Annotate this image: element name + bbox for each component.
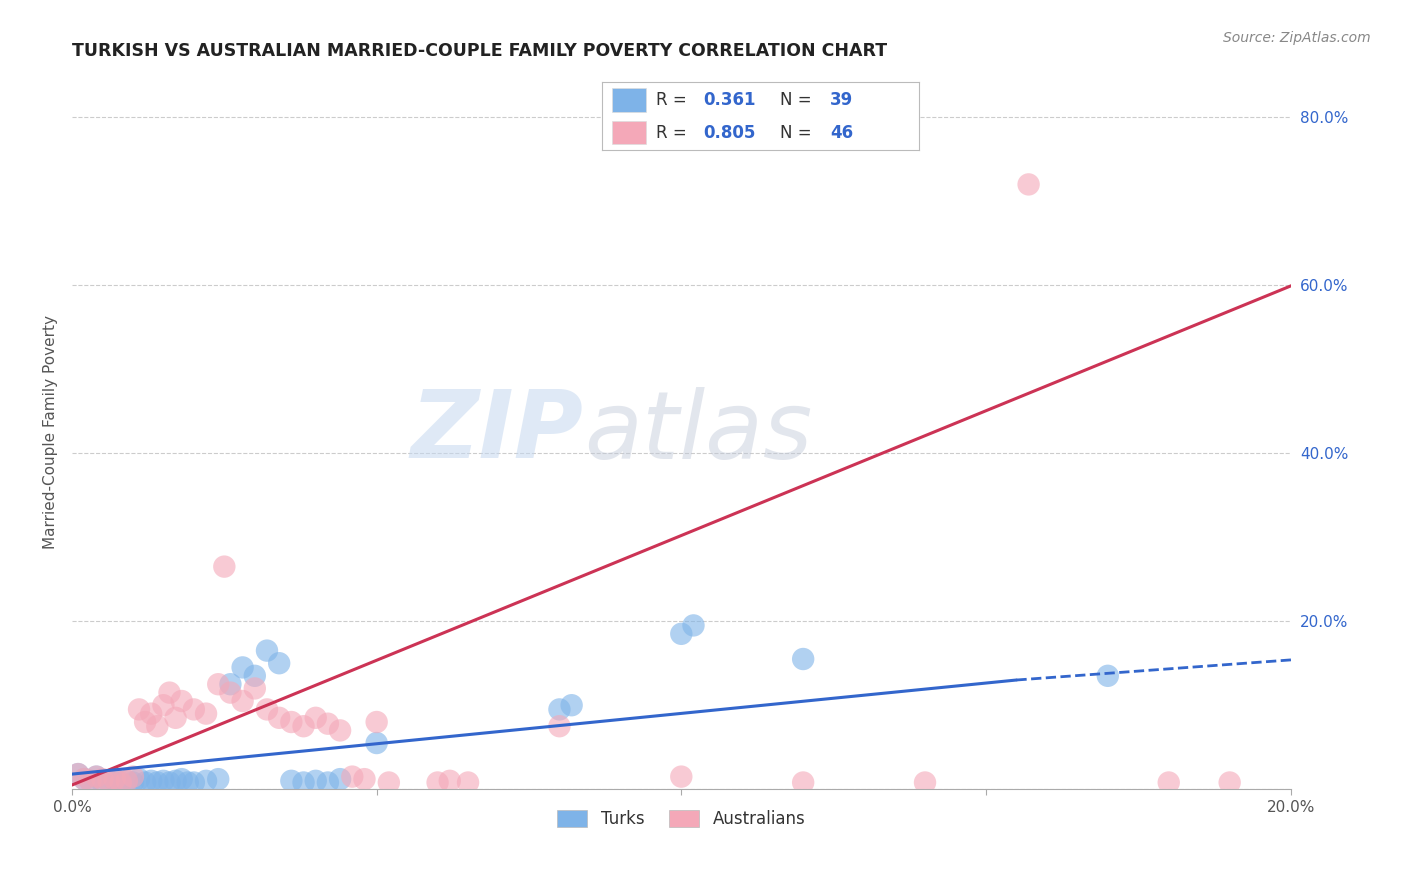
Point (269, 657, 291, 671)
Point (159, 775, 181, 789)
Point (195, 773, 218, 788)
Point (548, 719, 571, 733)
Point (232, 660, 254, 674)
Point (457, 775, 479, 789)
Point (243, 669, 266, 683)
Point (243, 681, 266, 696)
Point (342, 770, 364, 784)
Point (214, 559, 236, 574)
Text: Source: ZipAtlas.com: Source: ZipAtlas.com (1223, 31, 1371, 45)
Point (207, 772, 229, 786)
Point (329, 723, 352, 738)
Point (79, 773, 101, 788)
Point (165, 711, 187, 725)
Point (280, 773, 302, 788)
Point (232, 694, 254, 708)
Point (91, 772, 114, 786)
Point (97, 773, 120, 788)
Point (97, 773, 120, 788)
Point (280, 714, 302, 729)
Point (426, 775, 449, 789)
Point (378, 775, 401, 789)
Legend: Turks, Australians: Turks, Australians (551, 803, 813, 834)
Point (1018, 178, 1040, 192)
Point (134, 775, 156, 789)
Point (170, 772, 193, 786)
Point (256, 643, 278, 657)
Point (159, 685, 181, 699)
Text: atlas: atlas (583, 387, 813, 478)
Point (67, 767, 90, 781)
Point (73, 772, 96, 786)
Point (115, 773, 138, 788)
Text: TURKISH VS AUSTRALIAN MARRIED-COUPLE FAMILY POVERTY CORRELATION CHART: TURKISH VS AUSTRALIAN MARRIED-COUPLE FAM… (72, 42, 887, 60)
Point (86, 770, 108, 784)
Point (1157, 775, 1180, 789)
Point (195, 706, 218, 721)
Point (671, 770, 693, 784)
Point (219, 685, 242, 699)
Point (91, 775, 114, 789)
Point (305, 773, 328, 788)
Point (170, 694, 193, 708)
Point (115, 773, 138, 788)
Point (1097, 669, 1119, 683)
Point (152, 698, 174, 713)
Point (152, 773, 174, 788)
Point (177, 775, 200, 789)
Text: ZIP: ZIP (411, 386, 583, 478)
Point (141, 706, 163, 721)
Point (316, 716, 339, 731)
Point (134, 714, 156, 729)
Point (792, 775, 814, 789)
Point (561, 698, 583, 713)
Point (353, 772, 375, 786)
Point (122, 775, 145, 789)
Point (165, 773, 187, 788)
Point (128, 702, 150, 716)
Point (146, 775, 169, 789)
Point (671, 627, 693, 641)
Point (366, 736, 388, 750)
Point (219, 677, 242, 691)
Point (366, 714, 388, 729)
Point (110, 775, 132, 789)
Point (256, 702, 278, 716)
Point (439, 773, 461, 788)
Point (183, 775, 205, 789)
Point (316, 775, 339, 789)
Point (141, 773, 163, 788)
Y-axis label: Married-Couple Family Poverty: Married-Couple Family Poverty (44, 315, 58, 549)
Point (104, 772, 127, 786)
Point (305, 711, 328, 725)
Point (110, 775, 132, 789)
Point (292, 775, 315, 789)
Point (79, 773, 101, 788)
Point (914, 775, 936, 789)
Point (1219, 775, 1241, 789)
Point (548, 702, 571, 716)
Point (128, 772, 150, 786)
Point (207, 677, 229, 691)
Point (104, 772, 127, 786)
Point (67, 767, 90, 781)
Point (329, 772, 352, 786)
Point (86, 770, 108, 784)
Point (122, 770, 145, 784)
Point (146, 719, 169, 733)
Point (183, 702, 205, 716)
Point (792, 652, 814, 666)
Point (269, 711, 291, 725)
Point (292, 719, 315, 733)
Point (73, 772, 96, 786)
Point (682, 618, 704, 632)
